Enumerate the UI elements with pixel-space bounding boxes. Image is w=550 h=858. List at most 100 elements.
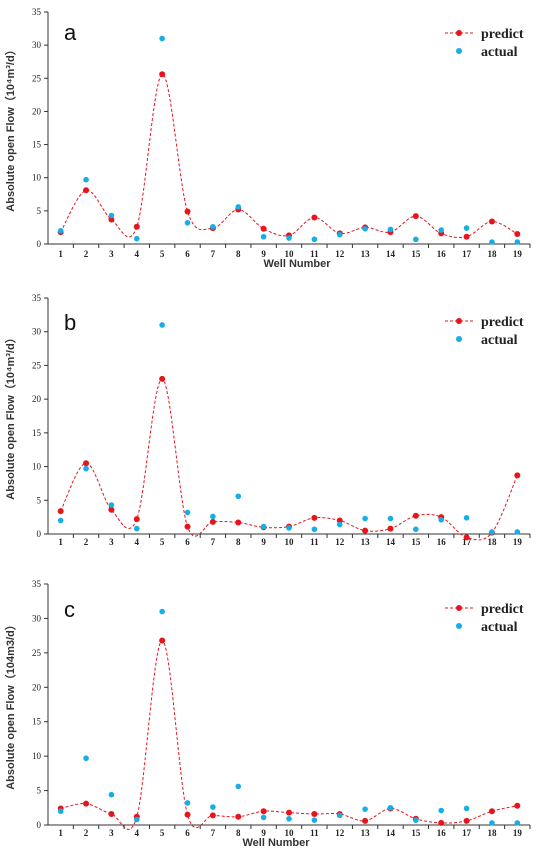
- point-predict: [209, 518, 216, 525]
- point-actual: [108, 212, 115, 219]
- x-tick-label: 3: [109, 249, 114, 259]
- x-tick-label: 15: [411, 537, 421, 547]
- point-actual: [57, 808, 64, 815]
- x-tick-label: 7: [211, 249, 216, 259]
- y-tick-label: 20: [32, 106, 42, 116]
- y-axis-title: Absolute open Flow（10⁴m³/d）: [4, 44, 17, 211]
- point-predict: [83, 460, 90, 467]
- x-tick-label: 14: [386, 537, 396, 547]
- point-actual: [336, 812, 343, 819]
- point-actual: [336, 231, 343, 238]
- point-predict: [463, 534, 470, 541]
- y-tick-label: 0: [37, 239, 42, 249]
- x-tick-label: 12: [335, 249, 345, 259]
- point-predict: [235, 519, 242, 526]
- point-actual: [83, 176, 89, 183]
- x-tick-label: 2: [84, 828, 89, 838]
- y-tick-label: 0: [37, 820, 42, 830]
- series-line-predict: [60, 378, 518, 541]
- point-predict: [159, 637, 166, 644]
- legend-label-actual: actual: [481, 45, 518, 60]
- point-actual: [286, 235, 292, 241]
- x-tick-label: 3: [109, 828, 114, 838]
- legend-marker-actual: [456, 336, 462, 342]
- x-tick-label: 14: [386, 249, 396, 259]
- point-actual: [387, 515, 394, 522]
- point-predict: [108, 216, 115, 223]
- x-tick-label: 5: [160, 828, 165, 838]
- series-line-predict: [60, 73, 518, 239]
- x-tick-label: 18: [487, 537, 497, 547]
- x-tick-label: 7: [211, 828, 216, 838]
- x-tick-label: 9: [261, 828, 266, 838]
- legend-marker-actual: [456, 48, 462, 54]
- x-tick-label: 19: [513, 249, 523, 259]
- y-tick-label: 30: [32, 40, 42, 50]
- point-predict: [488, 808, 495, 815]
- x-tick-label: 8: [236, 537, 241, 547]
- point-predict: [488, 218, 495, 225]
- y-tick-label: 15: [32, 140, 42, 150]
- x-tick-label: 6: [185, 249, 190, 259]
- point-predict: [412, 512, 419, 519]
- point-actual: [57, 517, 64, 524]
- x-tick-label: 16: [437, 537, 447, 547]
- point-predict: [108, 810, 115, 817]
- legend-label-predict: predict: [481, 27, 524, 42]
- y-tick-label: 10: [32, 173, 42, 183]
- point-actual: [463, 515, 470, 521]
- point-actual: [387, 804, 394, 811]
- legend-marker-predict: [456, 30, 462, 36]
- point-actual: [438, 807, 445, 814]
- point-actual: [184, 509, 191, 516]
- point-actual: [286, 525, 292, 531]
- x-axis-title: Well Number: [263, 258, 331, 270]
- x-tick-label: 6: [185, 537, 190, 547]
- x-tick-label: 10: [285, 828, 295, 838]
- x-tick-label: 5: [160, 249, 165, 259]
- chart-panel-c: 0 5 10 15 20 25 30 35 1 2 3 4 5 6 7 8 9 10 11 12 13 14 15 16 17 1…: [0, 573, 550, 858]
- x-tick-label: 1: [58, 249, 63, 259]
- x-tick-label: 16: [437, 249, 447, 259]
- point-predict: [133, 223, 140, 230]
- x-tick-label: 19: [513, 828, 523, 838]
- point-actual: [184, 219, 191, 226]
- point-predict: [387, 525, 394, 532]
- legend-marker-actual: [456, 623, 462, 629]
- point-predict: [514, 231, 521, 238]
- y-tick-label: 20: [32, 682, 42, 692]
- x-tick-label: 11: [310, 537, 319, 547]
- point-actual: [336, 521, 343, 528]
- point-actual: [260, 814, 267, 821]
- point-actual: [159, 322, 165, 328]
- point-actual: [489, 820, 495, 826]
- point-actual: [184, 800, 191, 806]
- point-actual: [311, 526, 318, 533]
- x-tick-label: 6: [185, 828, 190, 838]
- y-tick-label: 15: [32, 428, 42, 438]
- point-predict: [184, 523, 191, 530]
- point-actual: [260, 233, 267, 240]
- point-predict: [108, 506, 115, 513]
- point-actual: [159, 35, 165, 42]
- point-predict: [209, 812, 216, 819]
- x-tick-label: 16: [437, 828, 447, 838]
- x-tick-label: 11: [310, 249, 319, 259]
- point-actual: [133, 525, 140, 532]
- point-actual: [438, 227, 445, 233]
- point-actual: [413, 526, 419, 533]
- point-predict: [311, 810, 318, 817]
- y-axis-title: Absolute open Flow（104m3/d）: [4, 619, 17, 790]
- point-actual: [311, 236, 318, 243]
- x-tick-label: 10: [285, 249, 295, 259]
- point-actual: [514, 529, 521, 535]
- x-tick-label: 11: [310, 828, 319, 838]
- point-actual: [159, 608, 165, 615]
- point-actual: [413, 236, 419, 243]
- y-tick-label: 30: [32, 327, 42, 337]
- point-actual: [489, 239, 495, 245]
- y-tick-label: 25: [32, 360, 42, 370]
- x-tick-label: 15: [411, 249, 421, 259]
